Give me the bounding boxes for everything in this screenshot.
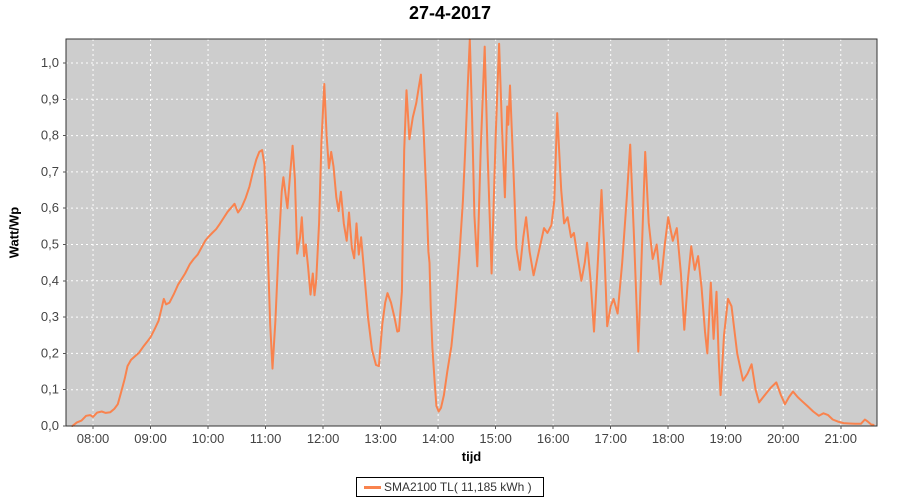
y-tick-label: 0,5 <box>41 236 59 251</box>
y-tick-label: 0,1 <box>41 382 59 397</box>
y-tick-label: 0,9 <box>41 91 59 106</box>
x-tick-label: 20:00 <box>767 431 800 446</box>
series-line <box>71 38 875 427</box>
x-tick-label: 19:00 <box>709 431 742 446</box>
x-tick-label: 21:00 <box>824 431 857 446</box>
x-tick-label: 16:00 <box>537 431 570 446</box>
y-tick-label: 0,7 <box>41 164 59 179</box>
plot-border <box>65 38 878 427</box>
x-tick-label: 17:00 <box>594 431 627 446</box>
x-tick-label: 08:00 <box>77 431 110 446</box>
y-tick-label: 0,3 <box>41 309 59 324</box>
x-tick-label: 18:00 <box>652 431 685 446</box>
x-axis-title: tijd <box>461 449 482 464</box>
x-tick-label: 09:00 <box>134 431 167 446</box>
y-tick-label: 0,0 <box>41 418 59 433</box>
x-tick-label: 15:00 <box>479 431 512 446</box>
y-axis-title: Watt/Wp <box>6 206 22 259</box>
y-tick-label: 0,4 <box>41 273 59 288</box>
x-tick-label: 10:00 <box>192 431 225 446</box>
x-tick-label: 12:00 <box>307 431 340 446</box>
y-tick-label: 0,2 <box>41 345 59 360</box>
legend-label: SMA2100 TL( 11,185 kWh ) <box>384 480 532 494</box>
x-tick-label: 11:00 <box>250 431 282 446</box>
y-tick-label: 1,0 <box>41 55 59 70</box>
y-tick-label: 0,6 <box>41 200 59 215</box>
x-tick-label: 14:00 <box>422 431 455 446</box>
legend: SMA2100 TL( 11,185 kWh ) <box>356 477 544 497</box>
chart-title: 27-4-2017 <box>408 3 492 23</box>
legend-line-swatch <box>364 485 381 489</box>
y-tick-label: 0,8 <box>41 128 59 143</box>
x-tick-label: 13:00 <box>364 431 397 446</box>
